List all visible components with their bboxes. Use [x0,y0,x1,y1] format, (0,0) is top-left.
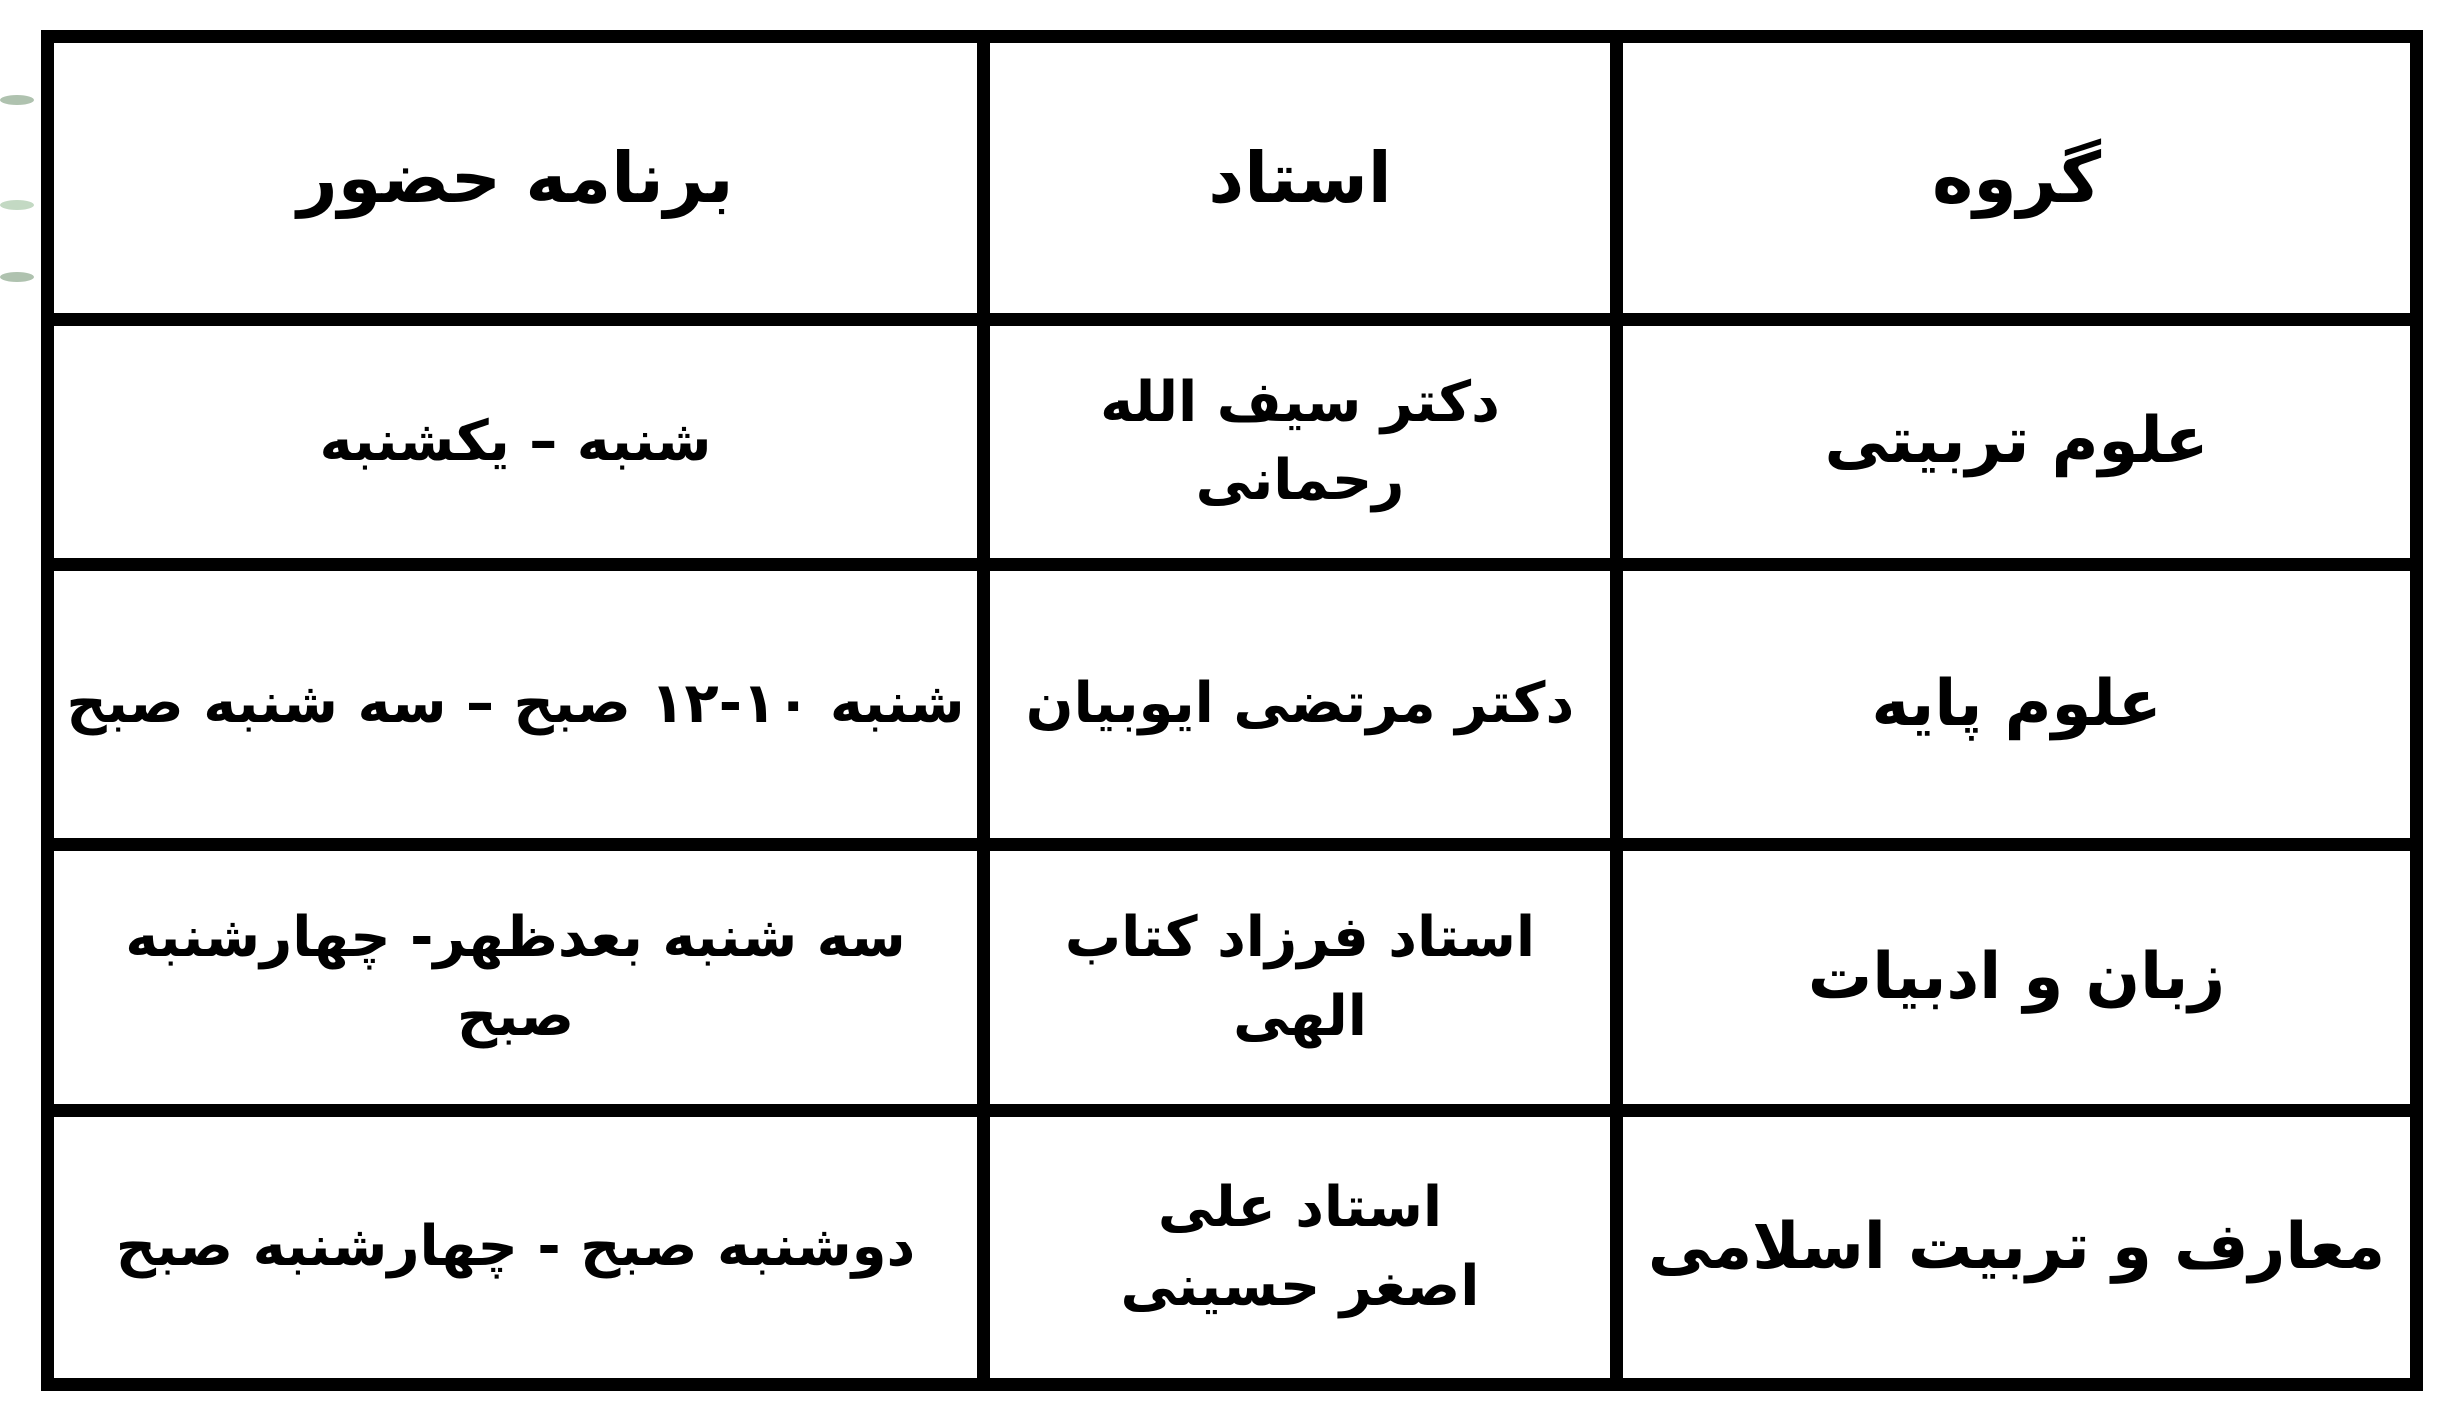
header-teacher: استاد [977,30,1623,326]
cell-teacher: استاد فرزاد کتاب الهی [977,838,1623,1117]
header-group: گروه [1610,30,2423,326]
table-row: علوم پایه دکتر مرتضی ایوبیان شنبه ۱۰-۱۲ … [41,558,2423,851]
table-row: زبان و ادبیات استاد فرزاد کتاب الهی سه ش… [41,838,2423,1117]
table-row: علوم تربیتی دکتر سیف الله رحمانی شنبه – … [41,313,2423,571]
decorative-leaf-icon [0,200,34,210]
cell-schedule: سه شنبه بعدظهر- چهارشنبه صبح [41,838,990,1117]
faculty-schedule-table: گروه استاد برنامه حضور علوم تربیتی دکتر … [41,30,2423,1391]
table-row: معارف و تربیت اسلامی استاد علی اصغر حسین… [41,1104,2423,1391]
cell-teacher: استاد علی اصغر حسینی [977,1104,1623,1391]
decorative-leaf-icon [0,95,34,105]
decorative-leaf-icon [0,272,34,282]
cell-schedule: شنبه ۱۰-۱۲ صبح – سه شنبه صبح [41,558,990,851]
cell-schedule: دوشنبه صبح - چهارشنبه صبح [41,1104,990,1391]
cell-teacher: دکتر مرتضی ایوبیان [977,558,1623,851]
cell-group: زبان و ادبیات [1610,838,2423,1117]
cell-group: علوم تربیتی [1610,313,2423,571]
header-schedule: برنامه حضور [41,30,990,326]
cell-group: علوم پایه [1610,558,2423,851]
header-row: گروه استاد برنامه حضور [41,30,2423,326]
cell-schedule: شنبه – یکشنبه [41,313,990,571]
cell-group: معارف و تربیت اسلامی [1610,1104,2423,1391]
cell-teacher: دکتر سیف الله رحمانی [977,313,1623,571]
